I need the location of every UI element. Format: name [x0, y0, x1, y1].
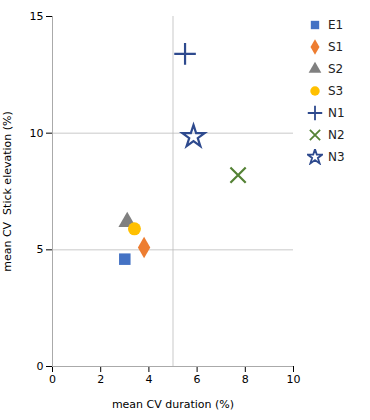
svg-text:8: 8: [242, 373, 249, 386]
svg-text:0: 0: [49, 373, 56, 386]
html-text:E1: E1: [328, 18, 344, 32]
html-text:S2: S2: [328, 62, 344, 76]
svg-text:mean CV Stick elevation (%): mean CV Stick elevation (%): [1, 111, 14, 272]
html-text:N2: N2: [328, 128, 345, 142]
html-text:S1: S1: [328, 40, 344, 54]
svg-text:6: 6: [194, 373, 201, 386]
html-text:N1: N1: [328, 106, 345, 120]
svg-text:0: 0: [37, 360, 44, 373]
svg-text:5: 5: [37, 243, 44, 256]
svg-text:2: 2: [97, 373, 104, 386]
html-text:S3: S3: [328, 84, 344, 98]
svg-text:15: 15: [30, 10, 44, 23]
svg-text:10: 10: [287, 373, 301, 386]
svg-text:4: 4: [145, 373, 152, 386]
html-text:N3: N3: [328, 150, 345, 164]
svg-text:mean CV duration (%): mean CV duration (%): [112, 398, 234, 411]
svg-text:10: 10: [30, 127, 44, 140]
